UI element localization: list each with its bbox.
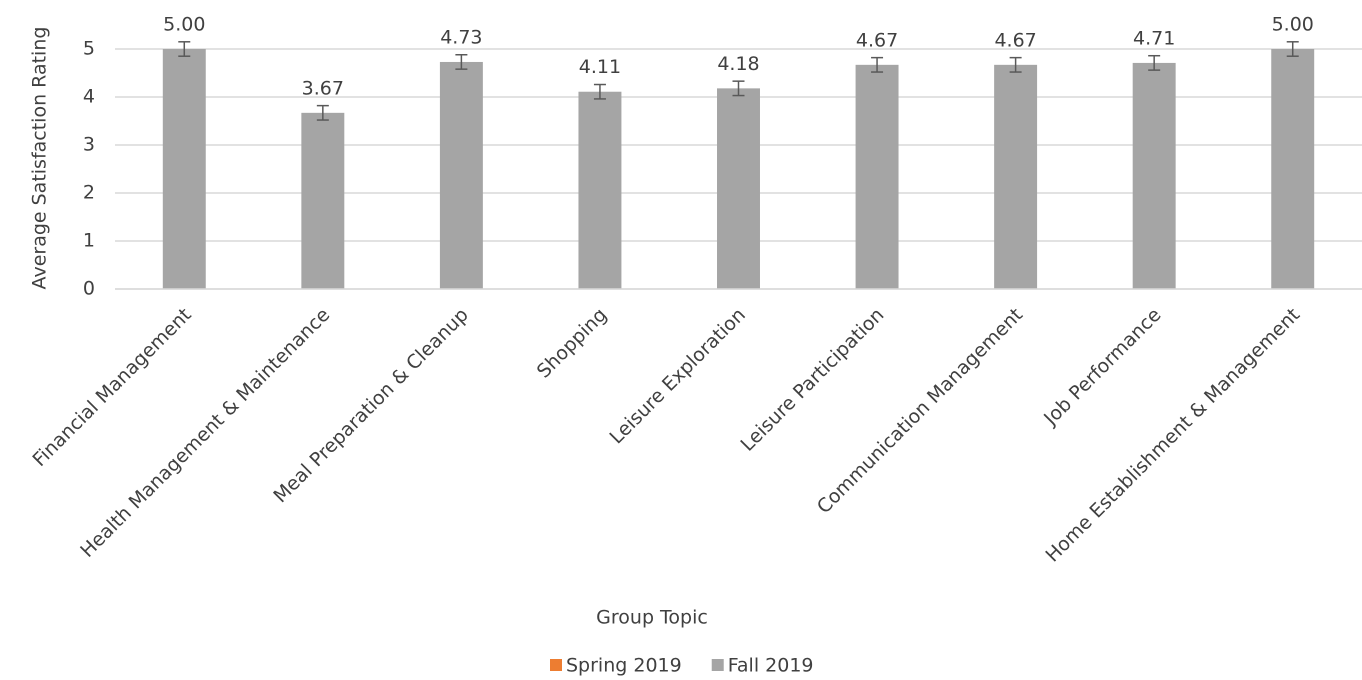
legend-swatch	[550, 659, 562, 671]
bar	[578, 91, 622, 289]
bar	[1132, 62, 1176, 289]
value-label: 4.18	[717, 53, 759, 75]
value-label: 4.67	[994, 29, 1036, 51]
x-tick-label: Leisure Participation	[737, 304, 889, 456]
bar	[994, 64, 1038, 289]
x-tick-label: Shopping	[533, 304, 612, 383]
bar	[855, 64, 899, 289]
value-label: 3.67	[302, 77, 344, 99]
x-tick-label: Home Establishment & Management	[1041, 304, 1304, 567]
y-axis-title: Average Satisfaction Rating	[29, 27, 51, 290]
x-tick-label: Leisure Exploration	[605, 304, 750, 449]
value-label: 5.00	[163, 14, 205, 36]
bar	[1271, 49, 1315, 289]
value-label: 4.67	[856, 29, 898, 51]
y-tick-label: 4	[83, 86, 95, 108]
legend-label: Spring 2019	[566, 655, 682, 677]
y-tick-label: 3	[83, 134, 95, 156]
legend-swatch	[711, 659, 724, 671]
value-label: 4.73	[440, 26, 482, 48]
y-tick-label: 0	[83, 278, 95, 300]
x-tick-label: Health Management & Maintenance	[76, 304, 334, 562]
value-label: 4.71	[1133, 27, 1175, 49]
y-tick-label: 1	[83, 230, 95, 252]
bar	[439, 61, 483, 290]
y-tick-label: 5	[83, 38, 95, 60]
y-tick-label: 2	[83, 182, 95, 204]
value-label: 5.00	[1272, 14, 1314, 36]
bar	[301, 112, 345, 289]
legend-label: Fall 2019	[728, 655, 814, 677]
x-axis-title: Group Topic	[596, 607, 708, 629]
x-tick-label: Financial Management	[29, 304, 196, 471]
x-tick-label: Job Performance	[1039, 304, 1165, 430]
value-label: 4.11	[579, 56, 621, 78]
bar	[717, 88, 760, 289]
bar	[162, 49, 206, 289]
